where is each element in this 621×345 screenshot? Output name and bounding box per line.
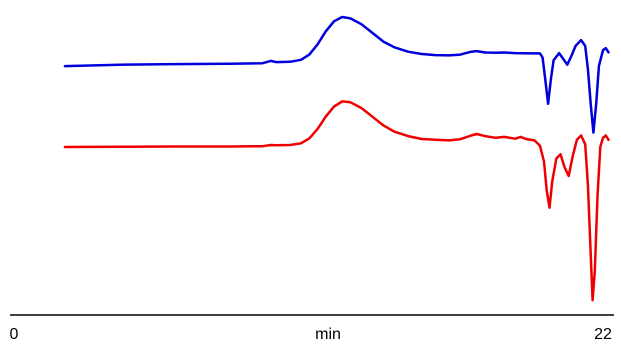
series-lines xyxy=(63,15,610,302)
x-axis-label: min xyxy=(315,326,341,343)
series-line-2 xyxy=(63,100,610,302)
x-tick-label-end: 22 xyxy=(594,326,612,343)
series-line-1 xyxy=(63,15,610,134)
x-tick-label-start: 0 xyxy=(10,326,19,343)
